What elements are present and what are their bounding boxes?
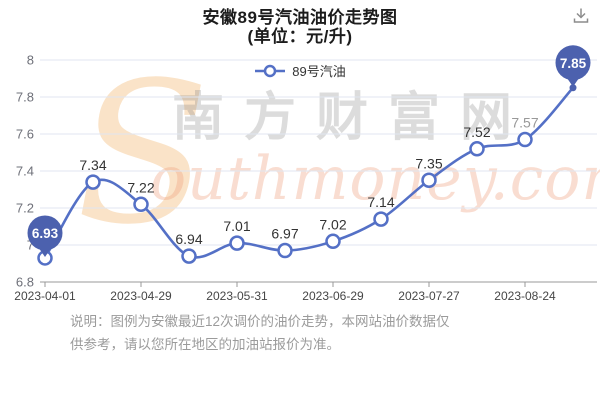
- x-axis-label: 2023-05-31: [206, 289, 268, 303]
- x-axis-label: 2023-04-01: [14, 289, 76, 303]
- pin-value-label: 7.85: [560, 56, 587, 71]
- y-axis-label: 7: [27, 238, 34, 253]
- y-axis-label: 6.8: [16, 275, 34, 290]
- legend-item-89-gasoline[interactable]: 89号汽油: [0, 61, 600, 80]
- legend-label: 89号汽油: [292, 64, 346, 79]
- footnote-line-2: 供参考，请以您所在地区的加油站报价为准。: [70, 337, 340, 352]
- data-point-label: 7.01: [223, 218, 250, 234]
- data-point-marker[interactable]: [517, 131, 533, 148]
- data-point-label: 6.94: [175, 231, 202, 247]
- data-point-marker[interactable]: [277, 242, 293, 259]
- data-point-label: 7.35: [415, 155, 442, 171]
- y-axis-label: 8: [27, 53, 34, 68]
- page-title: 安徽89号汽油油价走势图: [202, 8, 398, 27]
- data-point-marker[interactable]: [229, 235, 245, 251]
- download-icon[interactable]: [571, 6, 591, 26]
- data-point-label: 7.52: [463, 124, 490, 140]
- data-point-marker[interactable]: [181, 248, 197, 264]
- footnote-line-1: 说明：图例为安徽最近12次调价的油价走势，本网站油价数据仅: [70, 314, 450, 329]
- line-series-legend-icon: [255, 64, 286, 77]
- data-point-label: 7.02: [319, 216, 346, 232]
- data-point-marker[interactable]: [469, 141, 485, 157]
- data-point-marker[interactable]: [325, 233, 341, 250]
- data-point-marker[interactable]: [421, 172, 437, 188]
- data-point-label: 6.97: [271, 226, 298, 242]
- marked-point-pin: 7.85: [555, 45, 591, 87]
- x-axis-label: 2023-06-29: [302, 289, 364, 303]
- data-point-label: 7.22: [127, 179, 154, 195]
- price-line: [43, 86, 575, 260]
- chart-subtitle: (单位：元/升): [247, 27, 353, 46]
- data-point-label: 7.34: [79, 157, 106, 173]
- x-axis-label: 2023-08-24: [494, 289, 556, 303]
- x-axis-label: 2023-07-27: [398, 289, 460, 303]
- x-axis-label: 2023-04-29: [110, 289, 172, 303]
- data-point-marker[interactable]: [85, 174, 101, 190]
- data-point-label: 7.57: [511, 115, 538, 131]
- chart-footnote: 说明：图例为安徽最近12次调价的油价走势，本网站油价数据仅 供参考，请以您所在地…: [70, 310, 560, 356]
- data-point-label: 7.14: [367, 194, 394, 210]
- y-axis-label: 7.2: [16, 201, 34, 216]
- marked-point-pin: 6.93: [27, 215, 63, 257]
- data-point-marker[interactable]: [133, 196, 149, 213]
- data-point-marker[interactable]: [569, 84, 577, 92]
- pin-value-label: 6.93: [32, 226, 59, 241]
- y-axis-label: 7.8: [16, 90, 34, 105]
- data-point-marker[interactable]: [373, 211, 389, 227]
- y-axis-label: 7.6: [16, 127, 34, 142]
- y-axis-label: 7.4: [16, 164, 34, 179]
